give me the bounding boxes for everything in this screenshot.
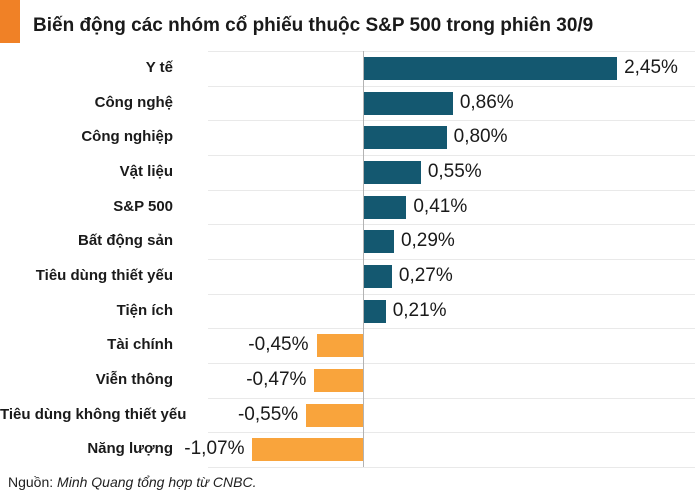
title-accent-square (0, 0, 20, 43)
positive-bar (364, 91, 453, 115)
value-label: -0,55% (237, 403, 299, 425)
negative-bar (316, 334, 363, 358)
positive-bar (364, 230, 394, 254)
category-label: Vật liệu (119, 163, 173, 180)
gridline (208, 189, 695, 191)
value-label: 0,80% (453, 126, 508, 148)
gridline (208, 397, 695, 399)
chart-title: Biến động các nhóm cổ phiếu thuộc S&P 50… (33, 15, 594, 36)
category-label: Y tế (145, 59, 173, 76)
category-label: Tài chính (107, 336, 173, 354)
category-label: Công nghệ (94, 93, 173, 111)
value-label: -1,07% (184, 438, 245, 460)
positive-bar (364, 264, 392, 288)
gridline (208, 224, 695, 226)
value-label: 0,41% (413, 195, 468, 217)
zero-axis-line (363, 51, 364, 468)
gridline (208, 328, 695, 330)
value-label: 0,86% (459, 91, 514, 113)
positive-bar (364, 195, 407, 219)
negative-bar (252, 438, 363, 462)
category-label: Tiện ích (116, 301, 173, 319)
gridline (208, 120, 695, 122)
gridline (208, 85, 695, 87)
category-label: Tiêu dùng thiết yếu (35, 267, 173, 285)
category-label: Bất động sản (77, 232, 173, 250)
category-label: Công nghiệp (81, 128, 173, 146)
gridline (208, 51, 695, 52)
gridline (208, 363, 695, 365)
gridline (208, 155, 695, 156)
value-label: 0,55% (427, 161, 482, 182)
category-label: S&P 500 (113, 197, 173, 215)
bar-chart-plot-area: Y tế 2,45% Công nghệ 0,86% Công nghiệp 0,80% V… (0, 51, 700, 469)
gridline (208, 259, 695, 261)
negative-bar (314, 368, 363, 392)
positive-bar (364, 299, 386, 323)
value-label: 2,45% (624, 57, 678, 78)
value-label: -0,45% (248, 334, 309, 356)
negative-bar (306, 403, 363, 427)
source-note: Nguồn: Minh Quang tổng hợp từ CNBC. (8, 474, 256, 490)
source-text: Minh Quang tổng hợp từ CNBC. (57, 474, 257, 490)
positive-bar (364, 126, 447, 150)
value-label: -0,47% (246, 369, 307, 391)
gridline (208, 293, 695, 295)
positive-bar (364, 56, 618, 80)
gridline (208, 432, 695, 434)
category-label: Tiêu dùng không thiết yếu (0, 405, 187, 423)
value-label: 0,27% (398, 265, 453, 287)
category-label: Viễn thông (95, 371, 173, 389)
value-label: 0,29% (400, 230, 455, 252)
positive-bar (364, 160, 421, 184)
gridline (208, 467, 695, 469)
value-label: 0,21% (392, 299, 447, 321)
source-prefix: Nguồn: (8, 474, 58, 490)
category-label: Năng lượng (87, 440, 173, 458)
